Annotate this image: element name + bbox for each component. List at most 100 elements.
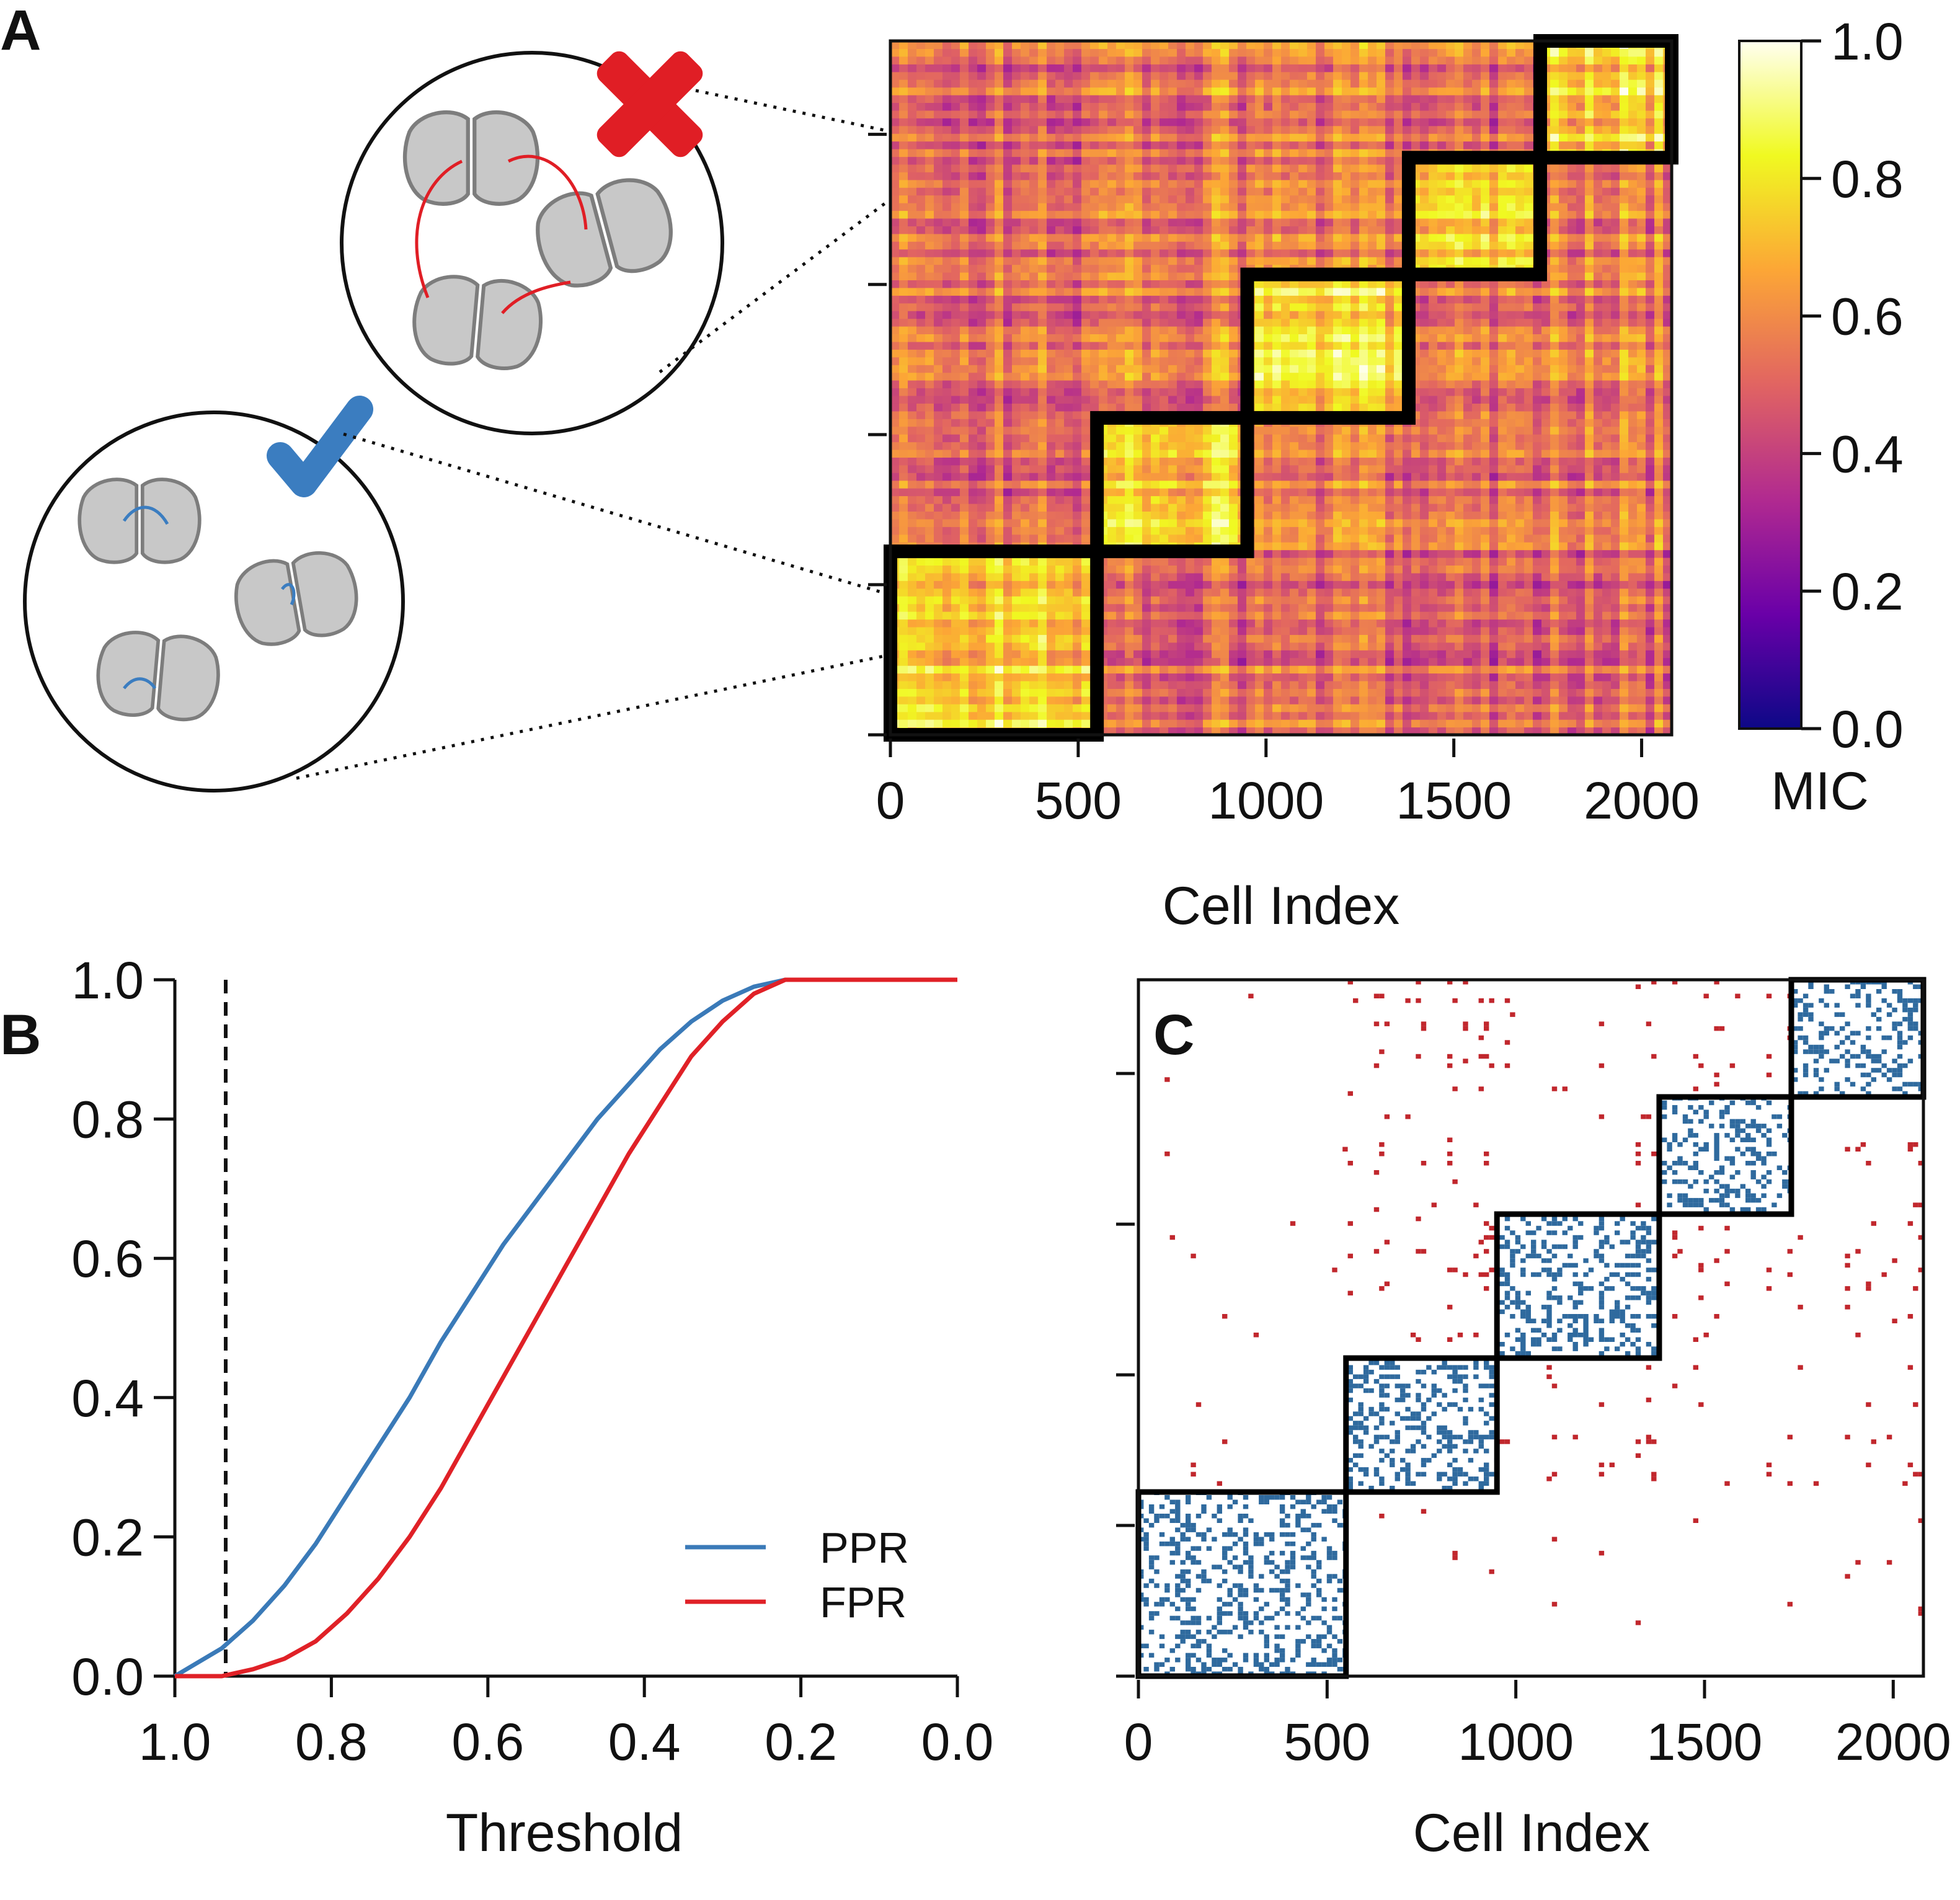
heatmap-cell <box>1177 218 1186 226</box>
heatmap-cell <box>890 357 900 365</box>
heatmap-cell <box>1307 295 1316 304</box>
heatmap-cell <box>969 326 978 334</box>
heatmap-cell <box>1324 365 1334 373</box>
heatmap-cell <box>1272 102 1282 111</box>
heatmap-cell <box>916 411 926 419</box>
heatmap-cell <box>1186 187 1195 196</box>
heatmap-cell <box>1029 495 1039 504</box>
heatmap-cell <box>1107 87 1117 95</box>
heatmap-cell <box>1298 241 1308 250</box>
heatmap-cell <box>1229 179 1238 188</box>
heatmap-cell <box>1264 596 1273 605</box>
heatmap-cell <box>1281 504 1290 512</box>
heatmap-cell <box>1090 41 1099 49</box>
heatmap-cell <box>1316 673 1325 681</box>
heatmap-cell <box>1003 480 1013 489</box>
heatmap-cell <box>1160 87 1169 95</box>
heatmap-cell <box>925 79 934 88</box>
heatmap-cell <box>1229 657 1238 666</box>
heatmap-cell <box>1107 611 1117 620</box>
heatmap-cell <box>916 341 926 350</box>
heatmap-cell <box>1160 504 1169 512</box>
heatmap-cell <box>1255 681 1264 689</box>
heatmap-cell <box>899 673 908 681</box>
heatmap-cell <box>1151 565 1160 574</box>
heatmap-cell <box>1255 280 1264 288</box>
heatmap-cell <box>1073 226 1082 234</box>
heatmap-cell <box>1125 341 1134 350</box>
heatmap-cell <box>890 349 900 358</box>
heatmap-cell <box>1316 696 1325 704</box>
heatmap-cell <box>1186 727 1195 735</box>
heatmap-cell <box>1186 665 1195 674</box>
heatmap-cell <box>1220 727 1230 735</box>
heatmap-cell <box>1316 464 1325 473</box>
heatmap-cell <box>1081 380 1091 389</box>
heatmap-cell <box>1307 179 1316 188</box>
heatmap-cell <box>908 419 917 427</box>
heatmap-cell <box>1142 334 1151 342</box>
heatmap-cell <box>1177 511 1186 520</box>
heatmap-cell <box>1073 426 1082 435</box>
heatmap-cell <box>1246 41 1256 49</box>
heatmap-cell <box>908 588 917 597</box>
heatmap-cell <box>1255 334 1264 342</box>
heatmap-cell <box>1073 287 1082 296</box>
heatmap-cell <box>1229 56 1238 64</box>
heatmap-cell <box>1350 650 1360 659</box>
heatmap-cell <box>1307 365 1316 373</box>
heatmap-cell <box>960 473 969 481</box>
heatmap-cell <box>1342 442 1351 450</box>
heatmap-cell <box>908 434 917 443</box>
heatmap-cell <box>1255 257 1264 265</box>
heatmap-cell <box>1125 657 1134 666</box>
heatmap-cell <box>1324 226 1334 234</box>
heatmap-cell <box>899 403 908 412</box>
heatmap-cell <box>1342 549 1351 558</box>
heatmap-cell <box>1003 311 1013 319</box>
heatmap-cell <box>977 118 987 127</box>
heatmap-cell <box>986 665 995 674</box>
heatmap-cell <box>1298 133 1308 142</box>
heatmap-cell <box>969 657 978 666</box>
heatmap-cell <box>1116 518 1125 527</box>
heatmap-cell <box>969 704 978 712</box>
heatmap-cell <box>1264 434 1273 443</box>
heatmap-cell <box>1021 434 1030 443</box>
heatmap-cell <box>1333 280 1342 288</box>
heatmap-cell <box>1324 341 1334 350</box>
heatmap-cell <box>1038 380 1047 389</box>
heatmap-cell <box>1021 118 1030 127</box>
heatmap-cell <box>1055 203 1065 211</box>
heatmap-cell <box>1003 611 1013 620</box>
heatmap-cell <box>1021 210 1030 219</box>
heatmap-cell <box>1142 272 1151 280</box>
heatmap-cell <box>1012 71 1021 80</box>
heatmap-cell <box>1064 719 1073 728</box>
heatmap-cell <box>1220 179 1230 188</box>
heatmap-cell <box>1359 226 1368 234</box>
heatmap-cell <box>908 365 917 373</box>
heatmap-cell <box>1194 696 1204 704</box>
heatmap-cell <box>1177 619 1186 628</box>
heatmap-cell <box>1298 125 1308 134</box>
heatmap-cell <box>1264 488 1273 497</box>
heatmap-cell <box>1003 588 1013 597</box>
heatmap-cell <box>1333 179 1342 188</box>
heatmap-cell <box>1333 110 1342 118</box>
heatmap-cell <box>1324 102 1334 111</box>
heatmap-cell <box>1107 195 1117 203</box>
heatmap-cell <box>1055 572 1065 581</box>
heatmap-cell <box>1116 611 1125 620</box>
heatmap-cell <box>1168 511 1177 520</box>
heatmap-cell <box>1290 218 1299 226</box>
heatmap-cell <box>1012 704 1021 712</box>
heatmap-cell <box>1021 334 1030 342</box>
heatmap-cell <box>986 87 995 95</box>
heatmap-cell <box>1012 195 1021 203</box>
heatmap-cell <box>1264 87 1273 95</box>
heatmap-cell <box>1229 218 1238 226</box>
heatmap-cell <box>1264 295 1273 304</box>
heatmap-cell <box>1160 241 1169 250</box>
heatmap-cell <box>1264 403 1273 412</box>
